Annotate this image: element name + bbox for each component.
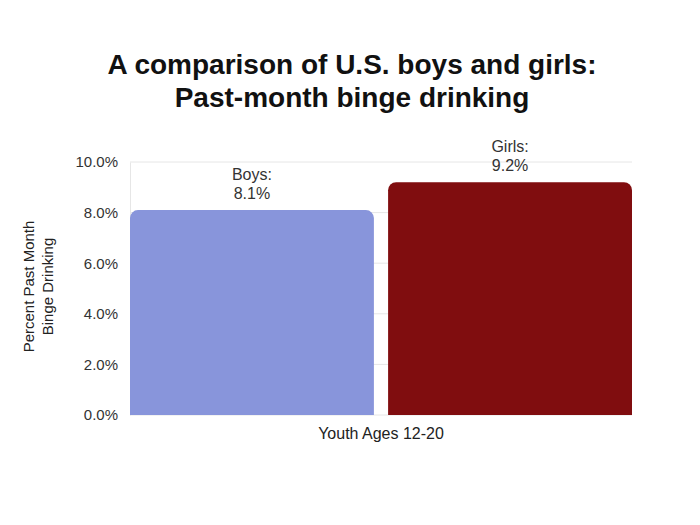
x-axis-title: Youth Ages 12-20 — [318, 425, 444, 442]
y-tick-label: 4.0% — [84, 305, 118, 322]
grid-line — [130, 162, 632, 163]
y-tick: 4.0% — [84, 305, 130, 322]
data-label-category: Girls: — [491, 138, 528, 155]
bar — [388, 182, 632, 415]
y-tick-label: 10.0% — [75, 153, 118, 170]
y-axis: 0.0% 2.0% 4.0% 6.0% 8.0% 10.0% — [75, 153, 130, 423]
y-tick: 6.0% — [84, 255, 130, 272]
title-line: A comparison of U.S. boys and girls: — [107, 49, 596, 80]
bar — [130, 210, 374, 415]
title: A comparison of U.S. boys and girls:Past… — [107, 49, 596, 113]
y-tick: 2.0% — [84, 356, 130, 373]
y-tick: 10.0% — [75, 153, 130, 170]
y-tick-label: 8.0% — [84, 204, 118, 221]
bars — [130, 182, 632, 415]
y-tick: 8.0% — [84, 204, 130, 221]
data-label-category: Boys: — [232, 166, 272, 183]
y-axis-title: Percent Past MonthBinge Drinking — [20, 221, 56, 353]
y-axis-title-line: Percent Past Month — [20, 221, 37, 353]
chart: A comparison of U.S. boys and girls:Past… — [0, 0, 700, 525]
title-line: Past-month binge drinking — [175, 82, 530, 113]
data-label: 8.1% — [234, 185, 270, 202]
y-tick-label: 0.0% — [84, 406, 118, 423]
data-labels: Boys: 8.1% Girls: 9.2% — [232, 138, 529, 202]
y-tick-label: 6.0% — [84, 255, 118, 272]
y-tick-label: 2.0% — [84, 356, 118, 373]
y-tick: 0.0% — [84, 406, 130, 423]
data-label: 9.2% — [492, 157, 528, 174]
y-axis-title-line: Binge Drinking — [39, 238, 56, 336]
